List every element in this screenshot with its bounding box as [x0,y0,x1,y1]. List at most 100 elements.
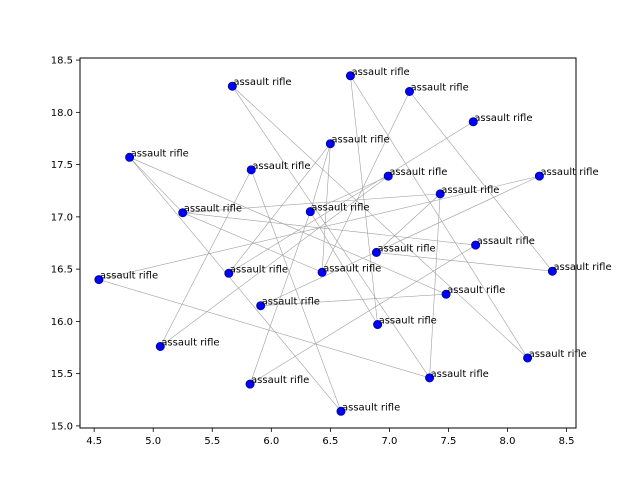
connection-line [309,143,331,212]
data-point [404,86,414,96]
x-axis-ticks: 4.5 5.0 5.5 6.0 6.5 7.0 7.5 8.0 8.5 [86,428,575,447]
y-axis-ticks: 15.0 15.5 16.0 16.5 17.0 17.5 18.0 18.5 [51,56,80,432]
point-label: assault rifle [262,297,320,308]
connection-line [376,252,553,272]
data-point [425,373,435,383]
data-point [468,117,478,127]
data-point [336,406,346,416]
connection-line [232,86,430,378]
connection-line [228,121,474,274]
y-tick-label: 17.5 [51,160,73,171]
data-point [371,247,381,257]
connection-line [182,212,323,273]
data-point [94,275,104,285]
point-label: assault rifle [441,185,499,196]
point-label: assault rifle [389,167,447,178]
point-label: assault rifle [377,243,435,254]
data-point [534,171,544,181]
point-label: assault rifle [233,77,291,88]
x-tick-label: 7.5 [441,436,457,447]
point-label: assault rifle [447,285,505,296]
data-point [373,320,383,330]
data-point [345,71,355,81]
y-tick-label: 15.5 [51,369,73,380]
x-tick-label: 5.5 [204,436,220,447]
point-label: assault rifle [431,369,489,380]
y-tick-label: 17.0 [51,212,73,223]
data-point [523,353,533,363]
point-label: assault rifle [184,204,242,215]
data-point [435,189,445,199]
x-tick-label: 5.0 [145,436,161,447]
data-point [227,81,237,91]
data-point [224,268,234,278]
data-points [94,71,557,416]
y-tick-label: 15.0 [51,421,73,432]
data-point [155,341,165,351]
connection-lines [98,75,553,412]
data-point [547,266,557,276]
connection-line [409,91,553,272]
connection-line [429,193,441,378]
connection-line [129,157,447,295]
point-label: assault rifle [342,402,400,413]
y-tick-label: 16.0 [51,317,73,328]
point-label: assault rifle [474,113,532,124]
y-tick-label: 18.5 [51,56,73,67]
y-tick-label: 18.0 [51,108,73,119]
connection-line [250,169,342,412]
connection-line [321,143,331,273]
connection-line [228,143,331,274]
x-tick-label: 8.5 [559,436,575,447]
data-point [305,207,315,217]
data-point [256,301,266,311]
data-point [125,152,135,162]
data-point [471,240,481,250]
point-labels: assault rifle assault rifle assault rifle a… [100,67,612,414]
x-tick-label: 6.0 [263,436,279,447]
connection-line [249,211,311,385]
connection-line [350,75,378,325]
point-label: assault rifle [323,263,381,274]
connection-line [160,169,252,347]
point-label: assault rifle [540,167,598,178]
connection-line [260,293,447,307]
data-point [441,289,451,299]
data-point [246,165,256,175]
point-label: assault rifle [230,264,288,275]
connection-line [160,175,389,347]
point-label: assault rifle [379,316,437,327]
point-label: assault rifle [529,349,587,360]
point-label: assault rifle [131,148,189,159]
connection-line [232,85,528,359]
point-label: assault rifle [553,262,611,273]
connection-line [129,157,183,213]
x-tick-label: 7.0 [381,436,397,447]
data-point [383,171,393,181]
connection-line [249,244,476,385]
connection-line [310,175,389,212]
point-label: assault rifle [161,337,219,348]
point-label: assault rifle [251,375,309,386]
point-label: assault rifle [410,82,468,93]
connection-line [376,193,441,253]
connection-line [98,279,430,379]
connection-line [182,193,441,213]
x-tick-label: 6.5 [322,436,338,447]
x-tick-label: 8.0 [500,436,516,447]
point-label: assault rifle [100,271,158,282]
connection-line [310,211,378,325]
point-label: assault rifle [311,203,369,214]
connection-line [321,91,410,273]
connection-line [182,212,476,246]
x-tick-label: 4.5 [86,436,102,447]
point-label: assault rifle [331,135,389,146]
connection-line [129,157,342,412]
point-label: assault rifle [477,236,535,247]
data-point [245,379,255,389]
data-point [178,208,188,218]
point-label: assault rifle [351,67,409,78]
data-point [325,139,335,149]
point-label: assault rifle [252,161,310,172]
